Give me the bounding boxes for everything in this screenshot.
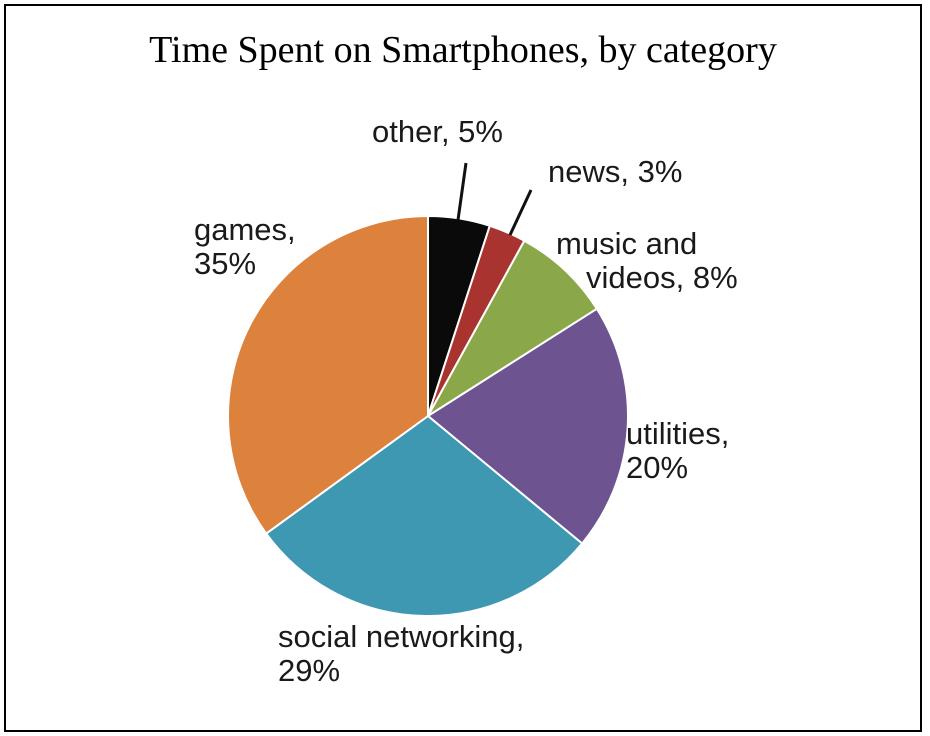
leader-line-other bbox=[456, 162, 468, 221]
slice-label-line: utilities, bbox=[626, 416, 729, 451]
slice-label-social-networking: social networking, 29% bbox=[278, 619, 524, 688]
leader-line-news bbox=[508, 189, 533, 236]
pie-slice-social-networking bbox=[264, 414, 584, 617]
pie-slice-games bbox=[227, 214, 429, 535]
slice-label-music-and-videos: music and videos, 8% bbox=[556, 226, 738, 295]
slice-label-line: games, bbox=[194, 212, 296, 247]
slice-label-utilities: utilities, 20% bbox=[626, 416, 729, 485]
slice-label-line: music and bbox=[556, 226, 697, 261]
slice-labels: other, 5% news, 3% music and videos, 8% util… bbox=[194, 114, 738, 688]
pie-slices bbox=[227, 214, 629, 617]
pie-slice-music-and-videos bbox=[427, 239, 599, 417]
slice-label-line: social networking, bbox=[278, 619, 524, 654]
slice-label-line: 20% bbox=[626, 450, 688, 485]
slice-label-line: 35% bbox=[194, 246, 256, 281]
slice-label-news: news, 3% bbox=[548, 154, 682, 189]
chart-title: Time Spent on Smartphones, by category bbox=[149, 29, 777, 71]
pie-slice-utilities bbox=[426, 307, 629, 545]
slice-label-line: other, 5% bbox=[372, 114, 503, 149]
leader-lines bbox=[456, 162, 533, 236]
slice-label-games: games, 35% bbox=[194, 212, 296, 281]
slice-label-other: other, 5% bbox=[372, 114, 503, 149]
slice-label-line: 29% bbox=[278, 653, 340, 688]
slice-label-line: videos, 8% bbox=[586, 260, 738, 295]
slice-label-line: news, 3% bbox=[548, 154, 682, 189]
